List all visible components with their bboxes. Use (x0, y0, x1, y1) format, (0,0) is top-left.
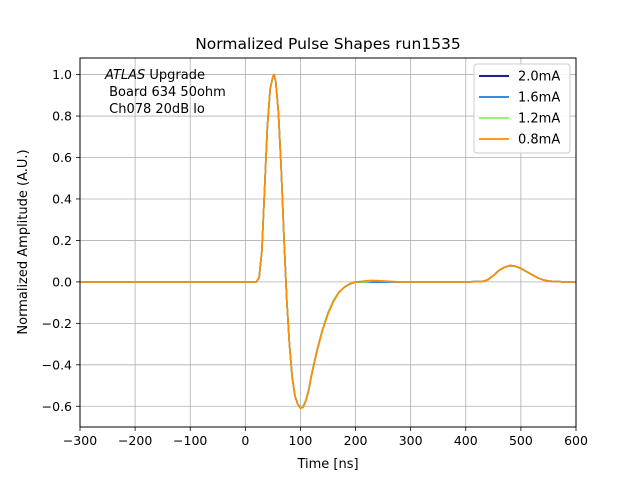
legend: 2.0mA 1.6mA 1.2mA 0.8mA (473, 63, 571, 154)
series-line-0.8mA (80, 73, 576, 410)
annotation-line-1: ATLAS Upgrade (104, 68, 205, 83)
y-axis-label: Normalized Amplitude (A.U.) (16, 149, 31, 334)
y-tick-label: 0.6 (52, 150, 72, 165)
y-tick-label: 0.4 (52, 191, 72, 206)
legend-label: 2.0mA (518, 70, 560, 85)
annotation: ATLAS Upgrade Board 634 50ohm Ch078 20dB… (104, 68, 226, 117)
y-tick-label: 0.0 (52, 274, 72, 289)
x-tick-label: −100 (173, 433, 207, 448)
y-tick-label: −0.4 (42, 357, 72, 372)
chart-title: Normalized Pulse Shapes run1535 (195, 35, 461, 53)
legend-label: 0.8mA (518, 133, 560, 148)
y-axis-ticks: −0.6 −0.4 −0.2 0.0 0.2 0.4 0.6 0.8 1.0 (42, 67, 80, 414)
x-tick-label: −300 (63, 433, 97, 448)
x-axis-ticks: −300 −200 −100 0 100 200 300 400 500 600 (63, 427, 588, 448)
x-tick-label: 500 (509, 433, 533, 448)
legend-box (473, 63, 571, 154)
x-tick-label: 300 (399, 433, 423, 448)
y-tick-label: −0.2 (42, 316, 72, 331)
y-tick-label: 0.8 (52, 109, 72, 124)
x-tick-label: 600 (564, 433, 588, 448)
annotation-upgrade: Upgrade (145, 68, 205, 83)
x-axis-label: Time [ns] (296, 457, 358, 472)
x-tick-label: 200 (344, 433, 368, 448)
annotation-atlas: ATLAS (104, 68, 145, 83)
x-tick-label: 400 (454, 433, 478, 448)
legend-label: 1.2mA (518, 112, 560, 127)
y-tick-label: −0.6 (42, 399, 72, 414)
plot-frame (79, 57, 577, 428)
y-tick-label: 1.0 (52, 67, 72, 82)
x-tick-label: 0 (241, 433, 249, 448)
x-tick-label: −200 (118, 433, 152, 448)
data-lines (80, 73, 576, 410)
legend-label: 1.6mA (518, 91, 560, 106)
x-tick-label: 100 (289, 433, 313, 448)
y-tick-label: 0.2 (52, 233, 72, 248)
annotation-line-2: Board 634 50ohm (105, 85, 226, 100)
annotation-line-3: Ch078 20dB lo (105, 102, 205, 117)
